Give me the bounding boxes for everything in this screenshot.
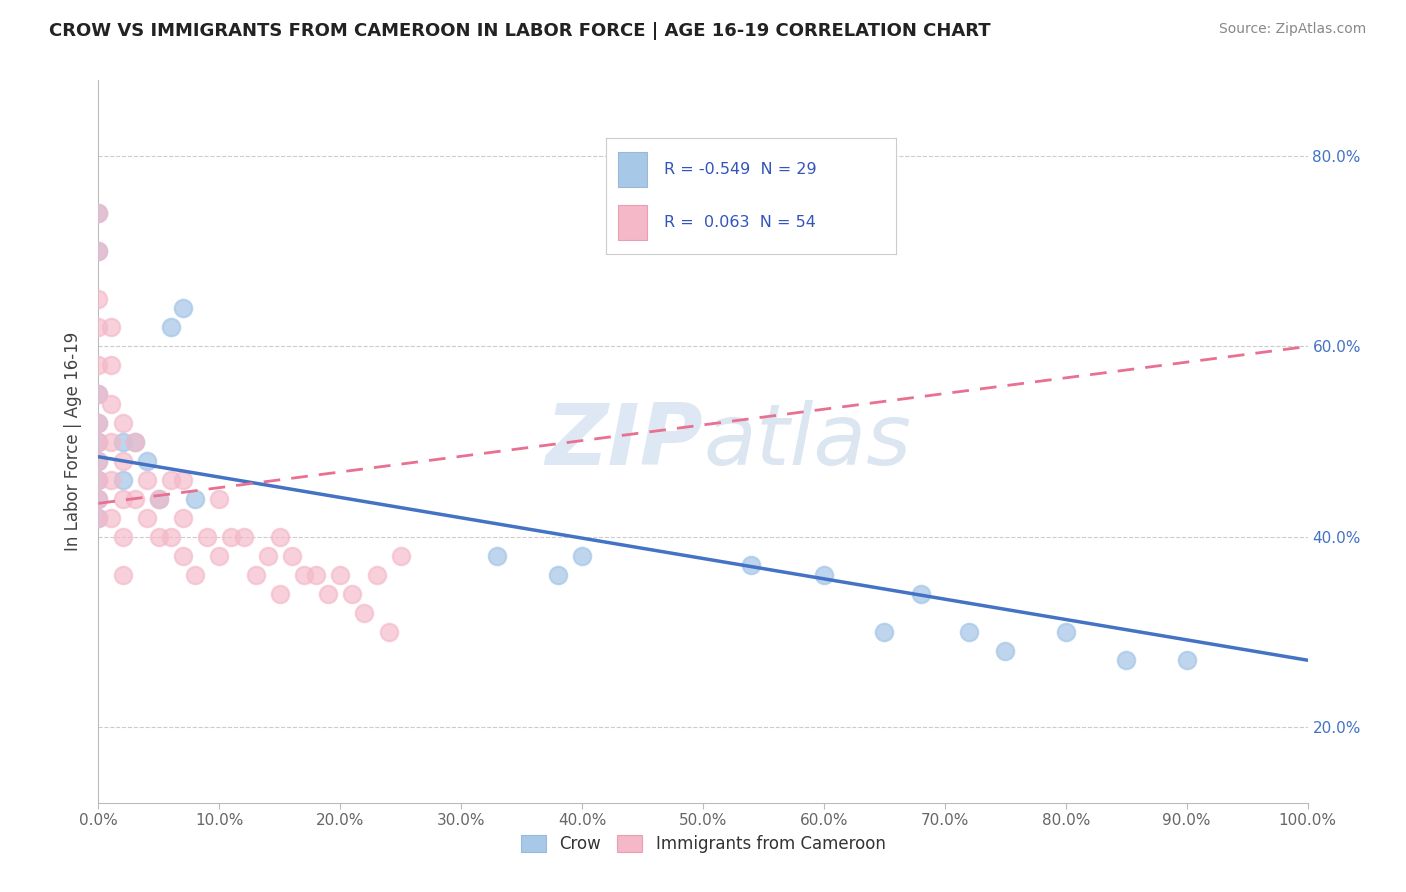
Point bbox=[269, 530, 291, 544]
Point bbox=[571, 549, 593, 563]
Point bbox=[87, 434, 110, 449]
Point bbox=[100, 396, 122, 410]
Point bbox=[148, 491, 170, 506]
Point bbox=[100, 359, 122, 373]
Point bbox=[87, 416, 110, 430]
Point bbox=[316, 587, 339, 601]
Point bbox=[87, 359, 110, 373]
Point bbox=[148, 491, 170, 506]
Y-axis label: In Labor Force | Age 16-19: In Labor Force | Age 16-19 bbox=[65, 332, 83, 551]
Point bbox=[87, 320, 110, 334]
Point bbox=[740, 558, 762, 573]
Point bbox=[547, 567, 569, 582]
Point bbox=[486, 549, 509, 563]
Point bbox=[87, 473, 110, 487]
Point bbox=[87, 206, 110, 220]
Point bbox=[111, 434, 134, 449]
Point bbox=[873, 624, 896, 639]
Point bbox=[111, 416, 134, 430]
Point bbox=[111, 567, 134, 582]
Text: atlas: atlas bbox=[703, 400, 911, 483]
Point bbox=[1054, 624, 1077, 639]
Point bbox=[957, 624, 980, 639]
Point bbox=[135, 510, 157, 524]
Point bbox=[87, 453, 110, 467]
Point bbox=[910, 587, 932, 601]
Point bbox=[1115, 653, 1137, 667]
Point bbox=[87, 453, 110, 467]
Point bbox=[148, 530, 170, 544]
Text: ZIP: ZIP bbox=[546, 400, 703, 483]
Point bbox=[256, 549, 278, 563]
Point bbox=[124, 491, 146, 506]
Point bbox=[366, 567, 388, 582]
Point bbox=[135, 473, 157, 487]
Point bbox=[195, 530, 218, 544]
Point bbox=[124, 434, 146, 449]
Point bbox=[87, 491, 110, 506]
Point bbox=[269, 587, 291, 601]
Point bbox=[100, 473, 122, 487]
Point bbox=[172, 510, 194, 524]
Point bbox=[813, 567, 835, 582]
Point bbox=[389, 549, 412, 563]
Point bbox=[160, 530, 183, 544]
Point bbox=[232, 530, 254, 544]
Point bbox=[329, 567, 352, 582]
Point bbox=[87, 473, 110, 487]
Point bbox=[160, 473, 183, 487]
Point bbox=[172, 473, 194, 487]
Point bbox=[100, 434, 122, 449]
Point bbox=[111, 530, 134, 544]
Point bbox=[172, 549, 194, 563]
Point bbox=[87, 387, 110, 401]
Point bbox=[87, 244, 110, 259]
Point bbox=[305, 567, 328, 582]
Point bbox=[135, 453, 157, 467]
Point bbox=[377, 624, 399, 639]
Point bbox=[111, 473, 134, 487]
Point bbox=[87, 387, 110, 401]
Point bbox=[87, 491, 110, 506]
Text: CROW VS IMMIGRANTS FROM CAMEROON IN LABOR FORCE | AGE 16-19 CORRELATION CHART: CROW VS IMMIGRANTS FROM CAMEROON IN LABO… bbox=[49, 22, 991, 40]
Point bbox=[160, 320, 183, 334]
Point bbox=[292, 567, 315, 582]
Point bbox=[245, 567, 267, 582]
Point bbox=[184, 567, 207, 582]
Legend: Crow, Immigrants from Cameroon: Crow, Immigrants from Cameroon bbox=[513, 828, 893, 860]
Point bbox=[1175, 653, 1198, 667]
Point bbox=[87, 206, 110, 220]
Point bbox=[111, 453, 134, 467]
Point bbox=[87, 416, 110, 430]
Point bbox=[184, 491, 207, 506]
Point bbox=[208, 491, 231, 506]
Point bbox=[281, 549, 304, 563]
Point bbox=[124, 434, 146, 449]
Point bbox=[111, 491, 134, 506]
Point bbox=[87, 244, 110, 259]
Point bbox=[221, 530, 243, 544]
Point bbox=[100, 510, 122, 524]
Point bbox=[100, 320, 122, 334]
Point bbox=[208, 549, 231, 563]
Point bbox=[353, 606, 375, 620]
Point bbox=[87, 434, 110, 449]
Point bbox=[87, 292, 110, 306]
Point bbox=[87, 510, 110, 524]
Point bbox=[994, 643, 1017, 657]
Point bbox=[342, 587, 364, 601]
Text: Source: ZipAtlas.com: Source: ZipAtlas.com bbox=[1219, 22, 1367, 37]
Point bbox=[172, 301, 194, 316]
Point bbox=[87, 510, 110, 524]
